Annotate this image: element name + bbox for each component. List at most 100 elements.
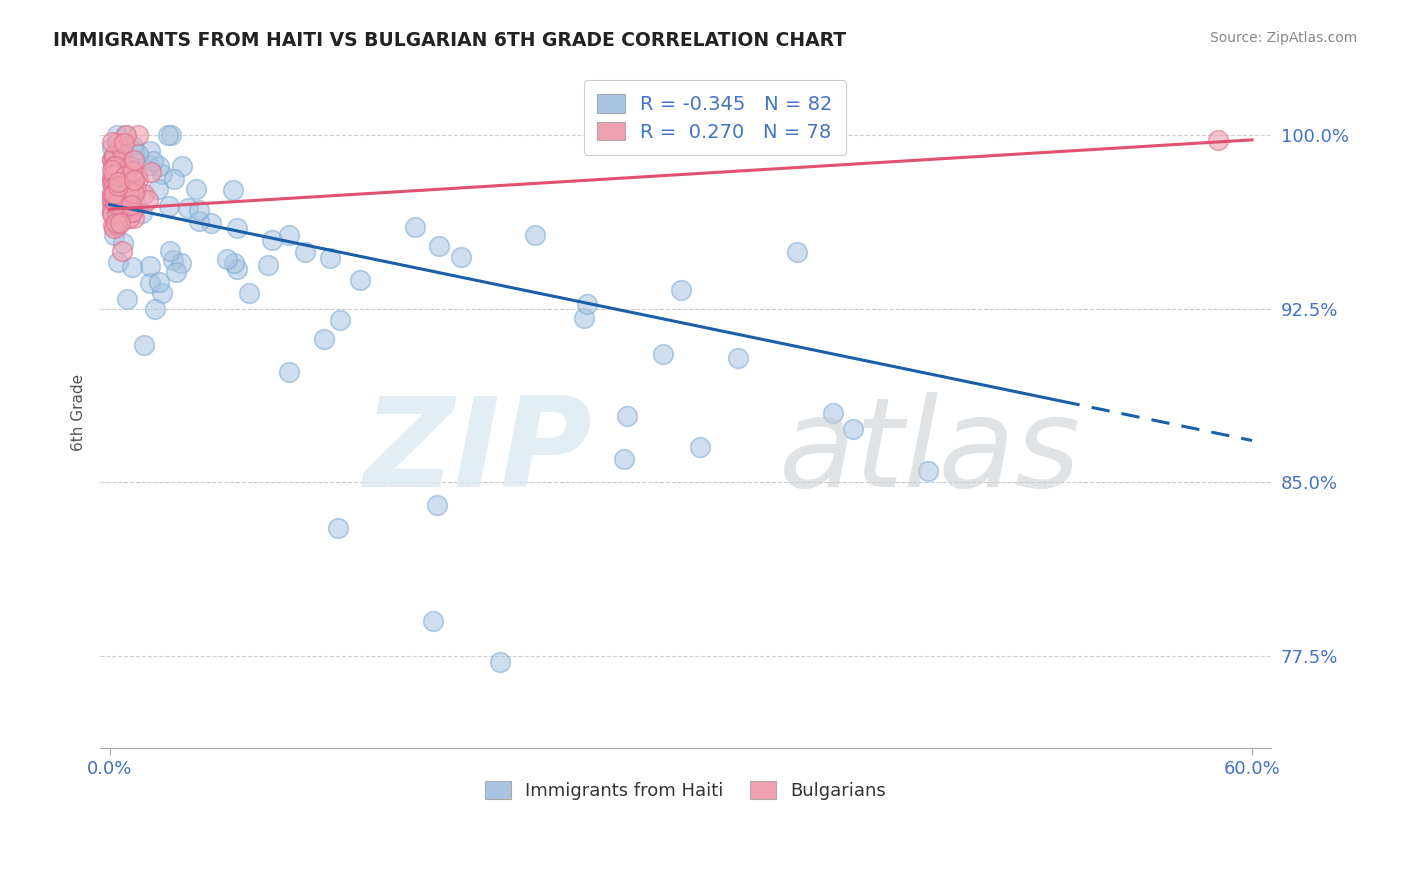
Point — [108, 199, 131, 213]
Point — [143, 302, 166, 317]
Point — [100, 152, 122, 166]
Point — [125, 168, 148, 182]
Point — [238, 285, 260, 300]
Point — [160, 128, 183, 143]
Point — [115, 199, 138, 213]
Point — [104, 194, 127, 209]
Point — [100, 207, 122, 221]
Point — [226, 221, 249, 235]
Point — [134, 338, 156, 352]
Point — [222, 183, 245, 197]
Point — [314, 333, 336, 347]
Point — [148, 159, 170, 173]
Point — [117, 193, 139, 207]
Point — [222, 256, 245, 270]
Point — [103, 169, 125, 183]
Point — [111, 190, 134, 204]
Point — [108, 194, 131, 209]
Point — [103, 187, 125, 202]
Point — [115, 177, 138, 191]
Point — [118, 211, 141, 225]
Point — [786, 245, 808, 260]
Point — [100, 196, 122, 211]
Point — [127, 173, 149, 187]
Point — [111, 244, 134, 258]
Point — [105, 128, 128, 143]
Point — [100, 163, 122, 178]
Point — [124, 186, 146, 200]
Point — [157, 199, 180, 213]
Point — [108, 216, 131, 230]
Point — [107, 161, 129, 175]
Point — [105, 206, 128, 220]
Point — [100, 140, 122, 154]
Point — [139, 260, 162, 274]
Point — [132, 187, 155, 202]
Point — [1206, 133, 1229, 147]
Point — [652, 347, 675, 361]
Point — [100, 204, 122, 219]
Point — [489, 656, 512, 670]
Point — [122, 144, 145, 158]
Y-axis label: 6th Grade: 6th Grade — [72, 374, 86, 451]
Point — [112, 136, 135, 151]
Point — [159, 244, 181, 259]
Point — [100, 176, 122, 190]
Point — [188, 203, 211, 218]
Point — [616, 409, 638, 423]
Point — [120, 197, 142, 211]
Point — [104, 160, 127, 174]
Point — [404, 220, 426, 235]
Point — [114, 169, 136, 184]
Point — [100, 187, 122, 202]
Point — [101, 181, 124, 195]
Point — [150, 285, 173, 300]
Point — [103, 151, 125, 165]
Point — [260, 233, 283, 247]
Point — [105, 219, 128, 234]
Point — [146, 182, 169, 196]
Point — [122, 211, 145, 226]
Point — [112, 161, 135, 176]
Point — [669, 284, 692, 298]
Point — [524, 228, 547, 243]
Point — [105, 150, 128, 164]
Point — [105, 216, 128, 230]
Point — [842, 422, 865, 436]
Point — [111, 190, 134, 204]
Point — [107, 172, 129, 186]
Point — [613, 452, 636, 467]
Point — [319, 251, 342, 265]
Point — [426, 498, 449, 512]
Point — [122, 173, 145, 187]
Point — [107, 254, 129, 268]
Point — [277, 228, 299, 243]
Point — [689, 441, 711, 455]
Point — [576, 297, 599, 311]
Point — [329, 312, 352, 326]
Point — [103, 196, 125, 211]
Point — [103, 174, 125, 188]
Point — [105, 205, 128, 219]
Point — [162, 252, 184, 267]
Point — [225, 261, 247, 276]
Point — [122, 153, 145, 167]
Point — [103, 169, 125, 184]
Point — [917, 464, 939, 478]
Point — [177, 201, 200, 215]
Text: ZIP: ZIP — [363, 392, 592, 514]
Point — [100, 136, 122, 150]
Point — [349, 273, 371, 287]
Point — [127, 128, 149, 143]
Point — [157, 128, 180, 143]
Point — [104, 190, 127, 204]
Point — [124, 183, 146, 197]
Point — [107, 178, 129, 193]
Point — [121, 203, 143, 218]
Point — [118, 160, 141, 174]
Point — [103, 167, 125, 181]
Point — [101, 160, 124, 174]
Point — [117, 184, 139, 198]
Point — [108, 140, 131, 154]
Point — [101, 171, 124, 186]
